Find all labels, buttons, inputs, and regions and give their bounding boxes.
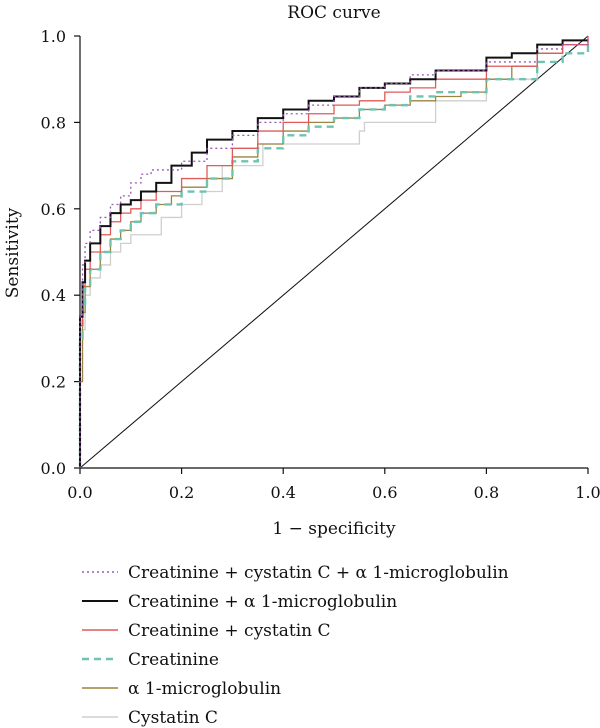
- x-axis-label: 1 − specificity: [272, 519, 396, 539]
- legend-label: α 1-microglobulin: [128, 679, 281, 699]
- chart-title: ROC curve: [287, 3, 380, 23]
- roc-series-line-4: [79, 40, 589, 468]
- x-tick-label: 0.4: [270, 483, 295, 502]
- legend: Creatinine + cystatin C + α 1-microglobu…: [82, 563, 509, 728]
- x-tick-label: 0.8: [474, 483, 499, 502]
- y-axis-label: Sensitivity: [3, 207, 23, 298]
- legend-label: Creatinine + cystatin C + α 1-microglobu…: [128, 563, 509, 583]
- y-tick-label: 1.0: [41, 27, 66, 46]
- roc-series-line-0: [79, 36, 589, 468]
- x-tick-label: 0.2: [169, 483, 194, 502]
- legend-label: Creatinine: [128, 650, 219, 670]
- legend-label: Creatinine + cystatin C: [128, 621, 331, 641]
- y-tick-label: 0.8: [41, 113, 66, 132]
- y-tick-label: 0.6: [41, 200, 66, 219]
- legend-label: Creatinine + α 1-microglobulin: [128, 592, 397, 612]
- plot-area: 0.0 0.2 0.4 0.6 0.8 1.0 0.0 0.2 0.4 0.6 0.8 1.0: [41, 27, 600, 502]
- roc-series-line-2: [79, 36, 589, 468]
- legend-label: Cystatin C: [128, 708, 218, 728]
- x-tick-label: 0.0: [67, 483, 92, 502]
- y-tick-label: 0.2: [41, 373, 66, 392]
- y-tick-label: 0.4: [41, 286, 66, 305]
- x-tick-label: 1.0: [575, 483, 600, 502]
- x-tick-label: 0.6: [372, 483, 397, 502]
- roc-series-line-3: [78, 44, 590, 468]
- y-tick-label: 0.0: [41, 459, 66, 478]
- reference-diagonal-line: [79, 35, 589, 469]
